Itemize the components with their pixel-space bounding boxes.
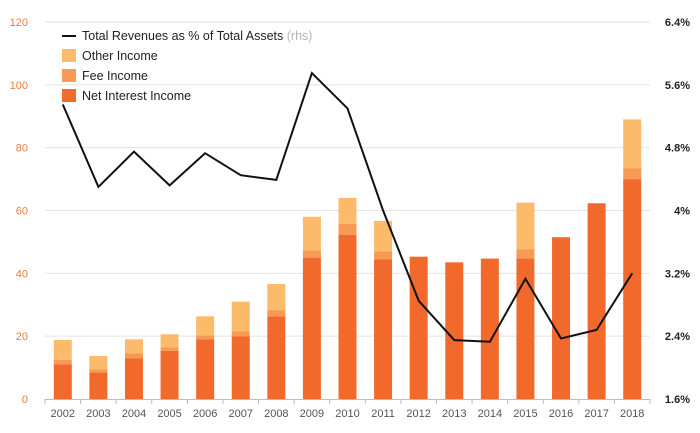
bar-other-income: [516, 202, 535, 250]
revenue-ratio-line: [61, 71, 634, 343]
legend-swatch-fee-income: [62, 69, 76, 82]
x-tick-label: 2002: [51, 408, 75, 420]
bars: [53, 119, 642, 399]
bar-fee-income: [124, 353, 143, 359]
bar-other-income: [231, 301, 250, 332]
bar-fee-income: [89, 369, 108, 373]
x-tick-label: 2005: [157, 408, 181, 420]
y-left-tick-label: 80: [16, 143, 28, 155]
bar-net-interest-income: [516, 258, 535, 399]
bar-fee-income: [623, 168, 642, 180]
y-right-tick-label: 4.8%: [665, 143, 690, 155]
bar-net-interest-income: [623, 179, 642, 399]
bar-other-income: [338, 197, 357, 224]
x-tick-label: 2007: [228, 408, 252, 420]
bar-net-interest-income: [409, 256, 428, 399]
legend: Total Revenues as % of Total Assets (rhs…: [62, 29, 312, 103]
y-left-tick-label: 20: [16, 331, 28, 343]
bar-other-income: [267, 284, 286, 311]
bar-net-interest-income: [302, 257, 321, 399]
y-left-tick-label: 120: [10, 17, 28, 29]
bar-net-interest-income: [196, 339, 215, 399]
x-tick-label: 2017: [584, 408, 608, 420]
bar-fee-income: [267, 310, 286, 317]
legend-swatch-other-income: [62, 49, 76, 62]
bar-net-interest-income: [480, 258, 499, 399]
line-series: [61, 71, 634, 343]
bar-other-income: [89, 355, 108, 370]
bar-other-income: [374, 220, 393, 252]
y-left-tick-label: 0: [22, 394, 28, 406]
y-left-tick-label: 100: [10, 80, 28, 92]
bar-fee-income: [374, 251, 393, 260]
legend-label-other-income: Other Income: [82, 49, 158, 63]
legend-label-fee-income: Fee Income: [82, 69, 148, 83]
x-tick-label: 2018: [620, 408, 644, 420]
bar-other-income: [53, 339, 72, 360]
x-tick-label: 2008: [264, 408, 288, 420]
y-right-tick-label: 5.6%: [665, 80, 690, 92]
y-left-tick-label: 60: [16, 206, 28, 218]
bar-net-interest-income: [89, 372, 108, 399]
x-tick-label: 2012: [406, 408, 430, 420]
bar-fee-income: [196, 335, 215, 340]
x-tick-label: 2004: [122, 408, 146, 420]
bar-fee-income: [302, 250, 321, 258]
bar-other-income: [160, 334, 179, 348]
bar-net-interest-income: [231, 336, 250, 399]
bar-net-interest-income: [124, 358, 143, 399]
y-left-tick-label: 40: [16, 268, 28, 280]
y-right-tick-label: 2.4%: [665, 331, 690, 343]
x-tick-label: 2006: [193, 408, 217, 420]
x-tick-label: 2010: [335, 408, 359, 420]
bar-other-income: [124, 339, 143, 354]
bar-other-income: [623, 119, 642, 169]
x-tick-label: 2015: [513, 408, 537, 420]
x-tick-label: 2003: [86, 408, 110, 420]
bar-other-income: [196, 316, 215, 336]
bar-fee-income: [53, 359, 72, 365]
bar-net-interest-income: [267, 316, 286, 399]
bar-net-interest-income: [53, 364, 72, 399]
x-tick-label: 2013: [442, 408, 466, 420]
bar-net-interest-income: [160, 350, 179, 399]
legend-label-net-interest-income: Net Interest Income: [82, 89, 191, 103]
y-right-tick-label: 1.6%: [665, 394, 690, 406]
x-tick-label: 2014: [478, 408, 502, 420]
bar-other-income: [302, 216, 321, 251]
bar-net-interest-income: [374, 259, 393, 399]
x-tick-label: 2011: [371, 408, 395, 420]
y-right-tick-label: 4%: [674, 206, 690, 218]
bar-fee-income: [231, 331, 250, 337]
x-tick-label: 2009: [300, 408, 324, 420]
axes: 0 1.6% 20 2.4% 40 3.2% 60 4% 80 4.8% 100 5.6% 120 6.4…: [10, 17, 691, 420]
y-right-tick-label: 3.2%: [665, 268, 690, 280]
legend-swatch-net-interest-income: [62, 89, 76, 102]
bar-fee-income: [160, 347, 179, 351]
x-tick-label: 2016: [549, 408, 573, 420]
bar-net-interest-income: [587, 203, 606, 399]
legend-line-label: Total Revenues as % of Total Assets (rhs…: [82, 29, 312, 43]
bar-fee-income: [338, 223, 357, 235]
bar-net-interest-income: [338, 234, 357, 399]
bar-net-interest-income: [445, 262, 464, 399]
bar-net-interest-income: [552, 237, 571, 399]
y-right-tick-label: 6.4%: [665, 17, 690, 29]
bar-fee-income: [516, 249, 535, 259]
